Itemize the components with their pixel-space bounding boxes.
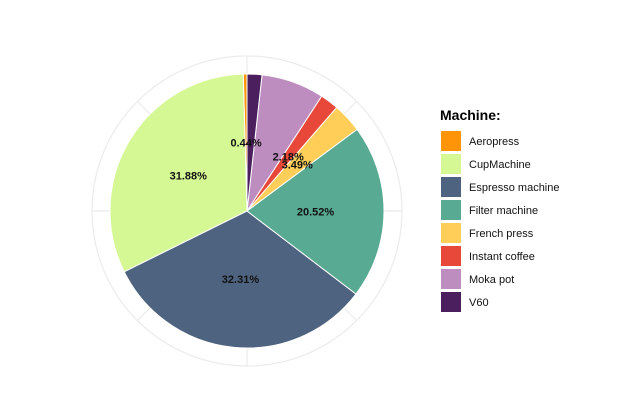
slice-label-espresso-machine: 32.31%	[222, 274, 260, 286]
grid-spoke	[136, 100, 151, 115]
slice-label-filter-machine: 20.52%	[297, 206, 335, 218]
legend-key-aeropress	[441, 131, 461, 151]
legend-key-moka-pot	[441, 269, 461, 289]
grid-spoke	[136, 307, 151, 322]
pie-slice-v60	[246, 73, 263, 212]
legend-key-instant-coffee	[441, 246, 461, 266]
legend-key-filter-machine	[441, 200, 461, 220]
pie-slice-cupmachine	[109, 73, 248, 273]
legend-label-v60: V60	[469, 297, 489, 309]
legend-label-aeropress: Aeropress	[469, 136, 520, 148]
slice-label-aeropress: 0.44%	[230, 138, 261, 150]
grid-spoke	[343, 100, 358, 115]
pie-slices	[109, 73, 385, 349]
legend-label-french-press: French press	[469, 228, 534, 240]
legend-key-french-press	[441, 223, 461, 243]
legend-key-cupmachine	[441, 154, 461, 174]
legend-label-espresso-machine: Espresso machine	[469, 182, 560, 194]
grid-spoke	[343, 307, 358, 322]
legend-label-cupmachine: CupMachine	[469, 159, 531, 171]
legend-key-espresso-machine	[441, 177, 461, 197]
slice-label-french-press: 3.49%	[282, 159, 313, 171]
legend-label-filter-machine: Filter machine	[469, 205, 538, 217]
legend-title: Machine:	[440, 107, 501, 123]
legend-label-moka-pot: Moka pot	[469, 274, 514, 286]
legend-label-instant-coffee: Instant coffee	[469, 251, 535, 263]
legend-key-v60	[441, 292, 461, 312]
pie-slice-filter-machine	[246, 128, 385, 295]
pie-slice-espresso-machine	[123, 210, 357, 349]
legend: Machine: Aeropress CupMachine Espresso mac…	[440, 107, 560, 312]
polar-grid	[91, 55, 403, 367]
slice-label-instant-coffee: 2.18%	[273, 151, 304, 163]
slice-labels: 0.44% 31.88% 32.31% 20.52% 3.49%2.18%	[170, 138, 335, 287]
slice-label-cupmachine: 31.88%	[170, 171, 208, 183]
